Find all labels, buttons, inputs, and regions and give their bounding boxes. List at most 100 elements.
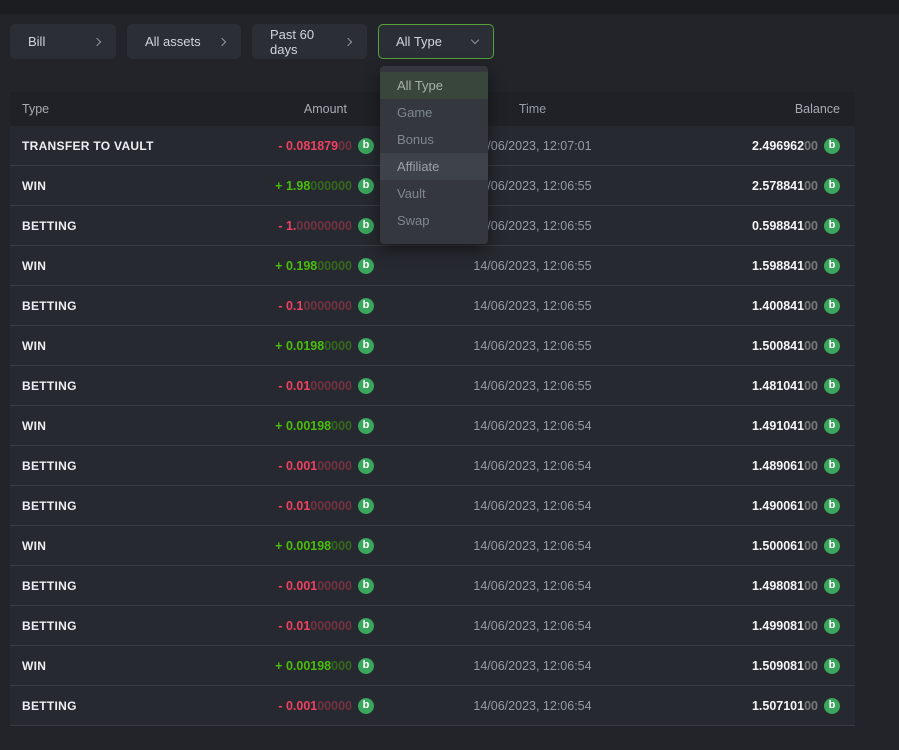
amount-trailing-zeros: 000000 [310,178,352,193]
balance-trailing-zeros: 00 [804,698,818,713]
amount-trailing-zeros: 0000000 [303,298,352,313]
amount-value: - 0.001 [278,698,318,713]
coin-icon: b [824,137,840,154]
row-balance: 1.500841 00 b [636,337,855,354]
row-amount: + 1.98 000000 b [220,177,429,194]
row-time: 14/06/2023, 12:06:55 [473,298,592,313]
amount-trailing-zeros: 000 [331,418,352,433]
row-amount: - 0.01 000000 b [220,497,429,514]
coin-icon: b [824,297,840,314]
coin-icon: b [358,657,374,674]
row-type: BETTING [22,618,77,633]
dropdown-item-all-type[interactable]: All Type [380,72,488,99]
coin-icon: b [358,257,374,274]
table-row: BETTING - 0.001 00000 b 14/06/2023, 12:06:54… [10,446,855,486]
row-type: BETTING [22,218,77,233]
amount-trailing-zeros: 00000 [317,698,352,713]
coin-icon: b [358,297,374,314]
amount-trailing-zeros: 00000 [317,458,352,473]
table-row: BETTING - 0.001 00000 b 14/06/2023, 12:06:54… [10,566,855,606]
row-time: 14/06/2023, 12:06:54 [473,498,592,513]
coin-icon: b [824,217,840,234]
balance-trailing-zeros: 00 [804,338,818,353]
amount-value: - 0.01 [278,498,311,513]
row-type: BETTING [22,698,77,713]
row-type: BETTING [22,458,77,473]
row-time: 14/06/2023, 12:06:55 [473,338,592,353]
row-time: 14/06/2023, 12:06:54 [473,458,592,473]
dropdown-item-swap[interactable]: Swap [397,213,430,228]
table-row: WIN + 0.00198 000 b 14/06/2023, 12:06:54 1.49… [10,406,855,446]
bill-filter-button[interactable]: Bill [10,24,116,59]
balance-value: 2.496962 [751,138,805,153]
balance-trailing-zeros: 00 [804,378,818,393]
balance-trailing-zeros: 00 [804,218,818,233]
amount-value: + 0.00198 [275,418,332,433]
balance-value: 1.490061 [751,498,805,513]
balance-value: 1.498081 [751,578,805,593]
dropdown-item-affiliate[interactable]: Affiliate [380,153,488,180]
balance-value: 1.489061 [751,458,805,473]
coin-icon: b [824,177,840,194]
amount-trailing-zeros: 000000 [310,378,352,393]
balance-value: 1.481041 [751,378,805,393]
assets-filter-button[interactable]: All assets [127,24,241,59]
coin-icon: b [358,617,374,634]
coin-icon: b [824,577,840,594]
balance-trailing-zeros: 00 [804,178,818,193]
balance-trailing-zeros: 00 [804,538,818,553]
amount-trailing-zeros: 000 [331,658,352,673]
row-balance: 1.499081 00 b [636,617,855,634]
table-row: WIN + 0.00198 000 b 14/06/2023, 12:06:54 1.50… [10,526,855,566]
coin-icon: b [358,697,374,714]
balance-trailing-zeros: 00 [804,138,818,153]
amount-trailing-zeros: 00000000 [296,218,352,233]
row-amount: + 0.00198 000 b [220,657,429,674]
amount-value: + 0.00198 [275,538,332,553]
row-time: 14/06/2023, 12:06:55 [473,178,592,193]
type-filter-button[interactable]: All Type [378,24,494,59]
date-range-filter-button[interactable]: Past 60 days [252,24,367,59]
coin-icon: b [824,617,840,634]
row-time: 14/06/2023, 12:07:01 [473,138,592,153]
row-type: WIN [22,178,47,193]
coin-icon: b [358,377,374,394]
row-time: 14/06/2023, 12:06:54 [473,578,592,593]
row-amount: + 0.0198 0000 b [220,337,429,354]
top-strip [0,0,899,14]
row-type: WIN [22,658,47,673]
amount-value: - 0.01 [278,618,311,633]
row-balance: 2.578841 00 b [636,177,855,194]
balance-trailing-zeros: 00 [804,418,818,433]
row-type: BETTING [22,378,77,393]
coin-icon: b [358,577,374,594]
amount-value: + 0.0198 [275,338,325,353]
table-row: WIN + 0.00198 000 b 14/06/2023, 12:06:54 1.50… [10,646,855,686]
row-time: 14/06/2023, 12:06:55 [473,378,592,393]
dropdown-item-game[interactable]: Game [397,105,433,120]
chevron-right-icon [217,37,227,46]
row-balance: 1.507101 00 b [636,697,855,714]
amount-value: - 0.081879 [278,138,339,153]
coin-icon: b [824,497,840,514]
row-amount: + 0.00198 000 b [220,417,429,434]
chevron-right-icon [92,37,102,46]
balance-value: 1.491041 [751,418,805,433]
table-row: BETTING - 0.001 00000 b 14/06/2023, 12:06:54… [10,686,855,726]
header-type: Type [22,102,50,116]
row-amount: - 0.001 00000 b [220,457,429,474]
row-balance: 1.489061 00 b [636,457,855,474]
dropdown-item-bonus[interactable]: Bonus [397,132,434,147]
balance-value: 0.598841 [751,218,805,233]
coin-icon: b [358,457,374,474]
row-time: 14/06/2023, 12:06:55 [473,218,592,233]
row-amount: - 0.1 0000000 b [220,297,429,314]
table-row: BETTING - 0.1 0000000 b 14/06/2023, 12:06:55… [10,286,855,326]
coin-icon: b [358,537,374,554]
row-type: WIN [22,418,47,433]
header-amount: Amount [303,102,347,116]
dropdown-item-vault[interactable]: Vault [397,186,426,201]
amount-value: + 0.00198 [275,658,332,673]
row-type: TRANSFER TO VAULT [22,138,154,153]
row-balance: 1.500061 00 b [636,537,855,554]
